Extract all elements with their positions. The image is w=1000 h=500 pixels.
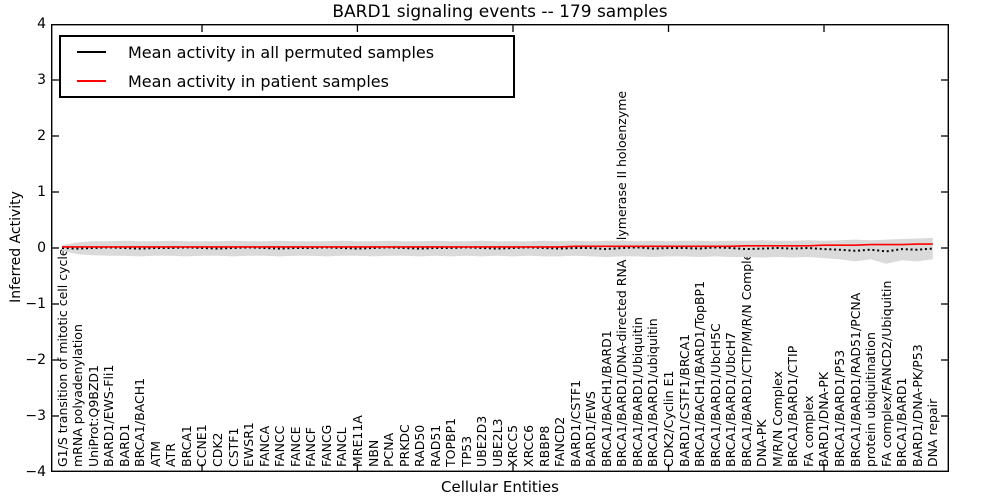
y-tick-label: −4 — [25, 464, 46, 480]
y-tick-label: −3 — [25, 408, 46, 424]
legend: Mean activity in all permuted samples Mea… — [59, 35, 515, 98]
legend-item: Mean activity in patient samples — [61, 67, 513, 96]
legend-item-label: Mean activity in patient samples — [128, 71, 389, 91]
series-line-1 — [62, 243, 933, 248]
confidence-band — [62, 237, 933, 264]
x-axis-label: Cellular Entities — [441, 478, 559, 496]
y-tick-label: 3 — [37, 72, 46, 88]
legend-line-sample-0 — [77, 51, 106, 53]
y-tick-label: 1 — [37, 184, 46, 200]
series-line-0 — [61, 246, 933, 253]
y-axis-label: Inferred Activity — [8, 191, 24, 303]
y-tick-label: −1 — [25, 296, 46, 312]
y-tick-label: −2 — [25, 352, 46, 368]
plot-frame — [51, 24, 949, 472]
legend-item: Mean activity in all permuted samples — [61, 38, 513, 67]
chart-title: BARD1 signaling events -- 179 samples — [332, 2, 668, 22]
legend-line-sample-1 — [77, 80, 106, 82]
y-tick-label: 4 — [37, 16, 46, 32]
legend-item-label: Mean activity in all permuted samples — [128, 42, 435, 62]
y-tick-label: 2 — [37, 128, 46, 144]
plot-area — [51, 24, 949, 472]
y-tick-label: 0 — [37, 240, 46, 256]
